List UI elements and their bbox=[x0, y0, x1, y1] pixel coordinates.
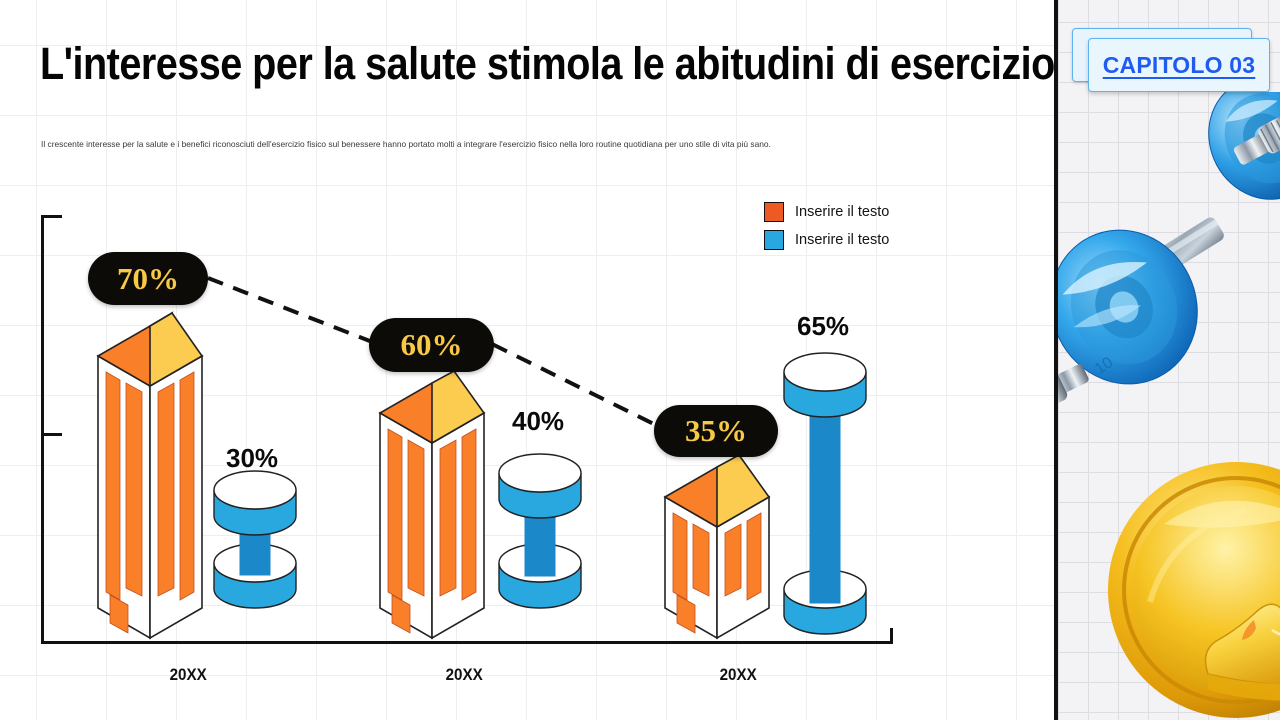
y-axis-tick-top bbox=[44, 215, 62, 218]
value-badge-70: 70% bbox=[88, 252, 208, 305]
bar-blue-1 bbox=[213, 470, 297, 609]
legend-swatch-blue-icon bbox=[764, 230, 784, 250]
bar-orange-3 bbox=[663, 453, 771, 640]
legend-label-orange: Inserire il testo bbox=[795, 204, 890, 220]
dumbbell-photo-image: 10 10 bbox=[1058, 92, 1280, 414]
x-axis-label-3: 20XX bbox=[719, 666, 757, 684]
value-badge-35: 35% bbox=[654, 405, 778, 457]
x-axis bbox=[41, 641, 893, 644]
legend-item-orange[interactable]: Inserire il testo bbox=[764, 202, 889, 222]
value-label-65: 65% bbox=[797, 311, 850, 341]
chapter-tag-label: CAPITOLO 03 bbox=[1102, 51, 1256, 78]
bar-orange-1 bbox=[96, 311, 204, 640]
legend-item-blue[interactable]: Inserire il testo bbox=[764, 230, 889, 250]
right-image-panel: 10 10 bbox=[1058, 0, 1280, 720]
chart-graphics bbox=[96, 276, 867, 640]
chart-area: 70% 60% 35% 30% 40% 65% 20XX 20XX 20XX bbox=[88, 252, 867, 684]
value-label-30: 30% bbox=[226, 443, 279, 473]
page-title: L'interesse per la salute stimola le abi… bbox=[40, 38, 1055, 89]
chapter-tag-box[interactable]: CAPITOLO 03 bbox=[1088, 38, 1270, 92]
x-axis-label-1: 20XX bbox=[169, 666, 207, 684]
trendline bbox=[207, 276, 669, 433]
x-axis-tick-end bbox=[890, 628, 893, 644]
page-subtitle: Il crescente interesse per la salute e i… bbox=[41, 139, 771, 149]
chapter-tag[interactable]: CAPITOLO 03 bbox=[1072, 28, 1270, 92]
chart-legend: Inserire il testo Inserire il testo bbox=[764, 202, 889, 258]
legend-swatch-orange-icon bbox=[764, 202, 784, 222]
x-axis-label-2: 20XX bbox=[445, 666, 483, 684]
value-label-40: 40% bbox=[512, 406, 565, 436]
bar-orange-2 bbox=[378, 369, 486, 640]
legend-label-blue: Inserire il testo bbox=[795, 232, 890, 248]
bar-blue-3 bbox=[783, 352, 867, 635]
panel-divider bbox=[1054, 0, 1058, 720]
y-axis-tick-mid bbox=[44, 433, 62, 436]
left-content-panel: L'interesse per la salute stimola le abi… bbox=[0, 0, 1057, 720]
value-badge-60: 60% bbox=[369, 318, 494, 372]
y-axis bbox=[41, 215, 44, 643]
gold-medal-photo-image bbox=[1108, 462, 1280, 718]
bar-blue-2 bbox=[498, 453, 582, 609]
